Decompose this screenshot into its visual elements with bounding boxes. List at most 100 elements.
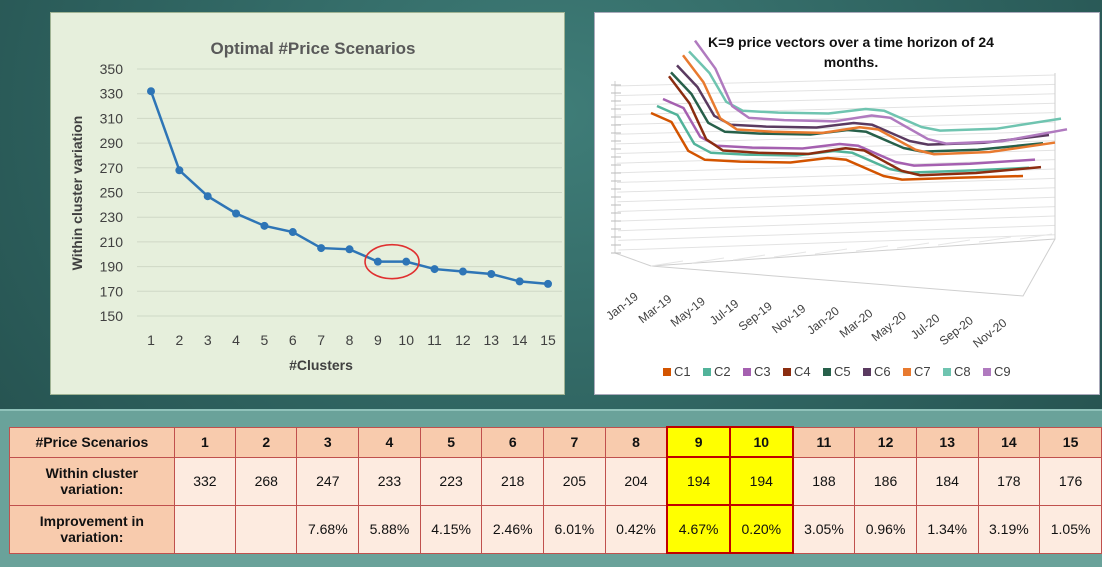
table-row-header: #Price Scenarios 1 2 3 4 5 6 7 8 9 10 11 12 13 14 15: [9, 426, 1102, 458]
back-gridline: [616, 130, 1056, 145]
x-tick-label: May-19: [668, 294, 708, 330]
improvement-cell-5: 4.15%: [419, 504, 483, 554]
data-point-3: [203, 192, 212, 201]
chart-title: Optimal #Price Scenarios: [210, 39, 415, 58]
x-tick-label: Sep-20: [937, 313, 976, 348]
improvement-cell-4: 5.88%: [358, 504, 421, 554]
improvement-cell-3: 7.68%: [296, 504, 360, 554]
data-point-8: [345, 245, 354, 254]
y-tick-label: 250: [100, 185, 124, 201]
y-tick-label: 270: [100, 160, 124, 176]
back-gridline: [617, 187, 1056, 203]
data-point-13: [487, 270, 496, 279]
x-tick-label: Nov-19: [769, 301, 808, 336]
improvement-cell-13: 1.34%: [915, 504, 979, 554]
floor-gridline: [732, 254, 766, 261]
x-tick-label: 13: [483, 332, 499, 348]
improvement-cell-11: 3.05%: [792, 504, 856, 554]
data-point-9: [373, 257, 382, 266]
variation-cell-5: 223: [419, 456, 483, 506]
legend-label-C1: C1: [674, 364, 691, 379]
x-tick-label: 7: [317, 332, 325, 348]
y-tick-label: 210: [100, 234, 124, 250]
variation-cell-7: 205: [543, 456, 606, 506]
legend-label-C7: C7: [914, 364, 931, 379]
series-line-C7: [682, 54, 1056, 156]
improvement-cell-1: [173, 504, 237, 554]
chart-title-line1: K=9 price vectors over a time horizon of…: [708, 34, 994, 50]
data-point-2: [175, 166, 184, 175]
back-gridline: [615, 102, 1056, 116]
data-point-6: [288, 228, 297, 237]
series-line-C1: [650, 111, 1024, 181]
legend-label-C5: C5: [834, 364, 851, 379]
y-tick-label: 230: [100, 209, 124, 225]
x-tick-label: 8: [346, 332, 354, 348]
legend-swatch-C9: [983, 368, 991, 376]
improvement-cell-10: 0.20%: [728, 504, 794, 554]
results-table-area: #Price Scenarios 1 2 3 4 5 6 7 8 9 10 11 12 13 14 15 W…: [0, 409, 1102, 567]
x-tick-label: 14: [512, 332, 528, 348]
legend-swatch-C7: [903, 368, 911, 376]
x-tick-label: May-20: [869, 308, 909, 344]
floor-gridline: [855, 245, 889, 252]
back-gridline: [615, 93, 1056, 106]
legend-swatch-C8: [943, 368, 951, 376]
variation-cell-15: 176: [1039, 456, 1102, 506]
elbow-chart-panel: Optimal #Price Scenarios 150 170 190 210 230 2…: [50, 12, 565, 395]
variation-cell-4: 233: [358, 456, 421, 506]
back-gridline: [617, 196, 1056, 212]
header-cell-15: 15: [1039, 426, 1102, 458]
header-cell-14: 14: [977, 426, 1041, 458]
improvement-cell-6: 2.46%: [481, 504, 545, 554]
back-gridline: [618, 224, 1056, 241]
x-tick-label: Jan-20: [804, 304, 842, 338]
floor-gridline: [814, 248, 848, 255]
header-cell-6: 6: [481, 426, 545, 458]
floor-gridline: [937, 239, 971, 246]
floor-gridline: [773, 251, 807, 258]
header-cell-12: 12: [854, 426, 917, 458]
legend-label-C3: C3: [754, 364, 771, 379]
x-tick-label: 15: [540, 332, 556, 348]
back-gridline: [614, 74, 1056, 87]
improvement-row-label: Improvement in variation:: [9, 504, 175, 554]
x-tick-label: 2: [175, 332, 183, 348]
variation-cell-6: 218: [481, 456, 545, 506]
x-tick-label: Nov-20: [970, 316, 1009, 351]
improvement-row-label-line2: variation:: [60, 529, 124, 545]
data-point-14: [515, 277, 524, 286]
series-line-C8: [688, 50, 1062, 132]
header-cell-3: 3: [296, 426, 360, 458]
data-point-15: [544, 279, 552, 288]
data-point-5: [260, 221, 269, 230]
y-tick-label: 170: [100, 283, 124, 299]
legend-label-C2: C2: [714, 364, 731, 379]
legend-swatch-C3: [743, 368, 751, 376]
table-row-improvement: Improvement in variation: 7.68% 5.88% 4.15…: [9, 504, 1102, 554]
improvement-cell-12: 0.96%: [854, 504, 917, 554]
improvement-cell-9: 4.67%: [666, 504, 731, 554]
back-gridline: [617, 177, 1056, 193]
improvement-cell-14: 3.19%: [977, 504, 1041, 554]
legend-swatch-C2: [703, 368, 711, 376]
header-cell-10: 10: [728, 426, 794, 458]
x-tick-label: 5: [261, 332, 269, 348]
variation-row-label: Within cluster variation:: [9, 456, 175, 506]
price-vectors-chart: K=9 price vectors over a time horizon of…: [603, 34, 1068, 379]
x-tick-label: 9: [374, 332, 382, 348]
variation-cell-8: 204: [604, 456, 668, 506]
variation-cell-14: 178: [977, 456, 1041, 506]
improvement-cell-8: 0.42%: [604, 504, 668, 554]
table-row-variation: Within cluster variation: 332 268 247 233 22…: [9, 456, 1102, 506]
y-tick-label: 310: [100, 110, 124, 126]
improvement-cell-7: 6.01%: [543, 504, 606, 554]
series-line-C6: [676, 64, 1050, 146]
back-gridline: [618, 234, 1056, 251]
floor-frame: [650, 238, 1056, 297]
series-line-C9: [693, 39, 1068, 145]
variation-cell-12: 186: [854, 456, 917, 506]
variation-cell-10: 194: [728, 456, 794, 506]
back-gridline: [615, 83, 1056, 97]
x-tick-label: 1: [147, 332, 155, 348]
